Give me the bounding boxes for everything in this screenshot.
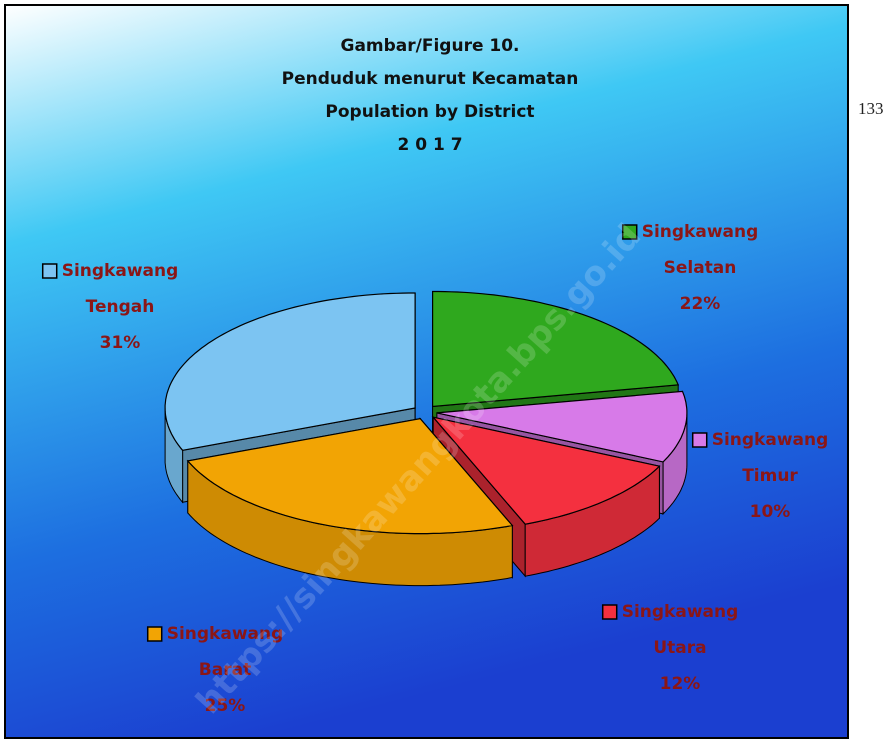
pie	[164, 290, 688, 587]
value-label: 31%	[100, 333, 141, 353]
category-label: Singkawang Utara	[622, 602, 739, 658]
value-label: 12%	[660, 674, 701, 694]
labels: Singkawang Selatan 22% Singkawang Timur 10% Si…	[41, 222, 829, 716]
category-label: Singkawang Timur	[712, 430, 829, 486]
legend-key	[41, 263, 58, 279]
page-number: 133	[858, 99, 884, 118]
legend-key	[621, 224, 638, 240]
category-label: Singkawang Tengah	[62, 261, 179, 317]
slice	[186, 417, 514, 535]
value-label: 22%	[680, 294, 721, 314]
slice	[432, 290, 680, 408]
chart-background	[4, 4, 849, 739]
title-line: Population by District	[325, 102, 534, 122]
slice	[431, 416, 661, 525]
category-label: Singkawang Barat	[167, 624, 284, 680]
title-line: Penduduk menurut Kecamatan	[282, 69, 579, 89]
slice	[436, 390, 688, 463]
title: Gambar/Figure 10. Penduduk menurut Kecama…	[282, 36, 579, 155]
legend-key	[691, 432, 708, 448]
legend-key	[601, 604, 618, 620]
title-line: Gambar/Figure 10.	[340, 36, 519, 56]
slice	[164, 292, 416, 451]
title-line: 2 0 1 7	[397, 135, 462, 155]
value-label: 10%	[750, 502, 791, 522]
legend-key	[146, 626, 163, 642]
value-label: 25%	[205, 696, 246, 716]
category-label: Singkawang Selatan	[642, 222, 759, 278]
